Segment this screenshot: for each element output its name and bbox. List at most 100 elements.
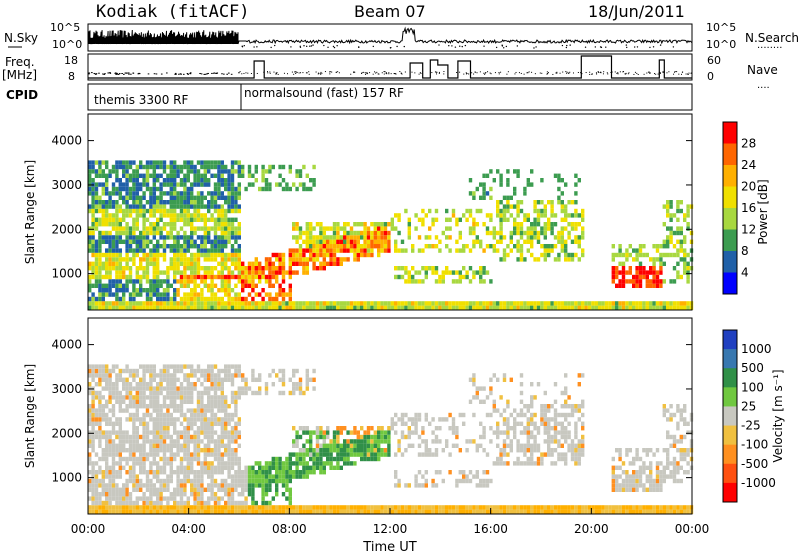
heatmap-cell: [169, 509, 173, 514]
heatmap-cell: [655, 305, 660, 310]
heatmap-cell: [101, 160, 105, 165]
heatmap-cell: [156, 492, 160, 497]
heatmap-cell: [455, 443, 459, 448]
heatmap-cell: [492, 430, 496, 435]
heatmap-cell: [560, 226, 564, 231]
heatmap-cell: [193, 478, 197, 484]
heatmap-cell: [186, 386, 190, 391]
heatmap-cell: [458, 305, 462, 310]
heatmap-cell: [536, 305, 541, 310]
heatmap-cell: [217, 226, 221, 231]
heatmap-cell: [156, 439, 160, 444]
heatmap-cell: [234, 478, 238, 484]
heatmap-cell: [169, 283, 173, 288]
heatmap-cell: [305, 452, 309, 457]
heatmap-cell: [645, 274, 649, 280]
heatmap-cell: [115, 213, 119, 218]
heatmap-cell: [428, 509, 432, 514]
heatmap-cell: [156, 430, 160, 435]
heatmap-cell: [234, 239, 238, 244]
noise-search-point: [533, 47, 535, 49]
heatmap-cell: [213, 257, 218, 262]
noise-search-point: [565, 46, 568, 49]
freq-point: [383, 73, 385, 75]
heatmap-cell: [397, 439, 401, 444]
heatmap-cell: [149, 483, 153, 488]
noise-search-point: [566, 44, 568, 47]
heatmap-cell: [183, 364, 187, 369]
heatmap-cell: [519, 408, 524, 413]
heatmap-cell: [179, 178, 184, 183]
heatmap-cell: [88, 404, 92, 409]
heatmap-cell: [132, 186, 136, 192]
heatmap-cell: [142, 208, 146, 214]
heatmap-cell: [111, 283, 116, 288]
heatmap-cell: [424, 301, 428, 306]
heatmap-cell: [210, 382, 214, 387]
heatmap-cell: [166, 483, 170, 488]
heatmap-cell: [213, 182, 218, 187]
heatmap-cell: [414, 301, 418, 306]
heatmap-cell: [258, 390, 262, 396]
heatmap-cell: [111, 505, 116, 510]
heatmap-cell: [496, 509, 500, 514]
heatmap-cell: [567, 200, 571, 205]
heatmap-cell: [169, 182, 173, 187]
heatmap-cell: [91, 200, 95, 205]
heatmap-cell: [309, 244, 313, 249]
heatmap-cell: [621, 305, 626, 310]
heatmap-cell: [577, 305, 581, 310]
heatmap-cell: [132, 182, 136, 187]
heatmap-cell: [227, 296, 231, 302]
heatmap-cell: [482, 430, 486, 435]
heatmap-cell: [237, 186, 241, 192]
heatmap-cell: [156, 186, 160, 192]
heatmap-cell: [468, 377, 473, 382]
freq-point: [617, 73, 619, 75]
heatmap-cell: [101, 222, 105, 227]
heatmap-cell: [179, 252, 184, 258]
heatmap-cell: [196, 274, 201, 280]
heatmap-cell: [203, 182, 207, 187]
heatmap-cell: [523, 230, 527, 236]
heatmap-cell: [496, 169, 500, 174]
heatmap-cell: [407, 274, 411, 280]
heatmap-cell: [98, 222, 102, 227]
heatmap-cell: [217, 373, 221, 378]
heatmap-cell: [108, 279, 112, 284]
heatmap-cell: [128, 239, 133, 244]
heatmap-cell: [173, 178, 177, 183]
heatmap-cell: [115, 382, 119, 387]
heatmap-cell: [485, 213, 490, 218]
freq-point: [528, 71, 530, 73]
heatmap-cell: [264, 178, 269, 183]
heatmap-cell: [224, 443, 228, 448]
heatmap-cell: [319, 426, 323, 431]
heatmap-cell: [128, 382, 133, 387]
heatmap-cell: [366, 426, 371, 431]
heatmap-cell: [302, 266, 306, 271]
freq-point: [103, 73, 106, 75]
heatmap-cell: [169, 230, 173, 236]
heatmap-cell: [125, 257, 129, 262]
freq-left-label-1: Freq.: [5, 55, 35, 69]
heatmap-cell: [397, 417, 401, 422]
heatmap-cell: [91, 509, 95, 514]
heatmap-cell: [407, 235, 411, 240]
heatmap-cell: [672, 266, 677, 271]
heatmap-cell: [224, 492, 228, 497]
heatmap-cell: [179, 200, 184, 205]
heatmap-cell: [288, 487, 292, 492]
heatmap-cell: [179, 448, 184, 453]
heatmap-cell: [523, 191, 527, 196]
heatmap-cell: [125, 191, 129, 196]
heatmap-cell: [455, 426, 459, 431]
heatmap-cell: [200, 426, 204, 431]
heatmap-cell: [213, 186, 218, 192]
heatmap-cell: [179, 386, 184, 391]
freq-point: [434, 71, 436, 73]
heatmap-cell: [669, 235, 673, 240]
freq-point: [155, 73, 158, 75]
heatmap-cell: [404, 279, 408, 284]
freq-point: [659, 72, 661, 74]
